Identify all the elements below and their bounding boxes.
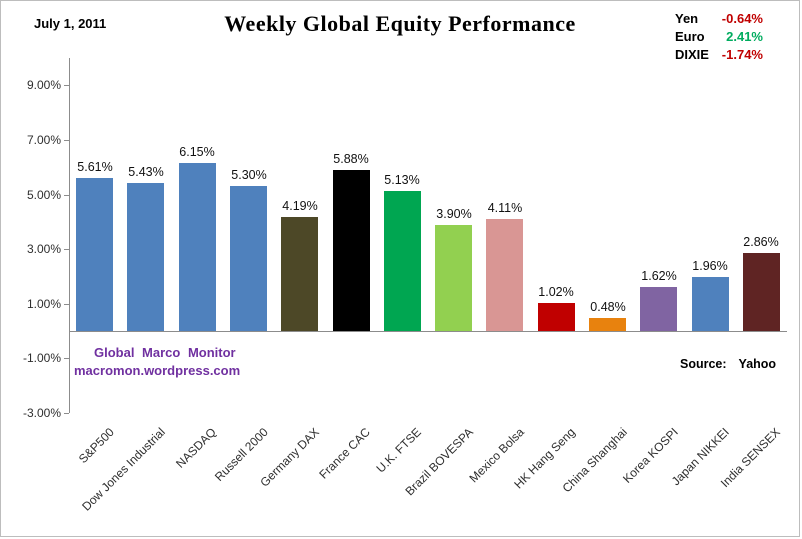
- bar: [692, 277, 729, 331]
- fx-currency-label: Yen: [675, 11, 699, 26]
- source-value: Yahoo: [738, 357, 777, 371]
- bar: [127, 183, 164, 331]
- fx-row: DIXIE -1.74%: [675, 46, 763, 64]
- y-axis-tick: [64, 195, 69, 196]
- y-axis-line: [69, 58, 70, 413]
- y-tick-label: 3.00%: [26, 242, 61, 256]
- bar-value-label: 0.48%: [590, 300, 626, 314]
- y-tick-label: 1.00%: [26, 297, 61, 311]
- bar: [384, 191, 421, 331]
- bar: [589, 318, 626, 331]
- y-tick-label: 7.00%: [26, 133, 61, 147]
- bar-value-label: 1.62%: [641, 269, 677, 283]
- bar: [538, 303, 575, 331]
- bar: [333, 170, 370, 331]
- y-tick-label: -3.00%: [22, 406, 61, 420]
- bar: [179, 163, 216, 331]
- bar-value-label: 5.88%: [333, 152, 369, 166]
- bar: [743, 253, 780, 331]
- bar-value-label: 5.61%: [77, 160, 113, 174]
- y-tick-label: 9.00%: [26, 78, 61, 92]
- bar-value-label: 1.02%: [538, 285, 574, 299]
- date-label: July 1, 2011: [34, 16, 107, 31]
- bar: [76, 178, 113, 331]
- chart-title: Weekly Global Equity Performance: [224, 11, 576, 36]
- fx-panel: Yen -0.64% Euro 2.41% DIXIE -1.74%: [675, 10, 763, 64]
- y-axis-tick: [64, 304, 69, 305]
- bar: [486, 219, 523, 331]
- bar-value-label: 5.13%: [384, 173, 420, 187]
- y-tick-label: -1.00%: [22, 351, 61, 365]
- x-axis-line: [69, 331, 787, 332]
- bar-value-label: 5.43%: [128, 165, 164, 179]
- bar: [230, 186, 267, 331]
- y-axis-tick: [64, 249, 69, 250]
- fx-currency-label: DIXIE: [675, 47, 709, 62]
- bar-value-label: 4.11%: [487, 201, 523, 215]
- category-label: S&P500: [75, 425, 117, 467]
- source-line: Source: Yahoo: [680, 357, 776, 371]
- y-axis-tick: [64, 140, 69, 141]
- fx-currency-label: Euro: [675, 29, 705, 44]
- fx-row: Yen -0.64%: [675, 10, 763, 28]
- bar-value-label: 2.86%: [743, 235, 779, 249]
- fx-row: Euro 2.41%: [675, 28, 763, 46]
- bar: [640, 287, 677, 331]
- bar-value-label: 3.90%: [436, 207, 472, 221]
- bar-value-label: 4.19%: [282, 199, 318, 213]
- fx-change-value: 2.41%: [726, 29, 763, 44]
- source-label: Source:: [680, 357, 727, 371]
- bar: [435, 225, 472, 331]
- bar-value-label: 5.30%: [231, 168, 267, 182]
- bar-value-label: 6.15%: [179, 145, 215, 159]
- y-axis-tick: [64, 413, 69, 414]
- watermark-line2: macromon.wordpress.com: [74, 363, 241, 378]
- fx-change-value: -1.74%: [721, 47, 763, 62]
- fx-change-value: -0.64%: [721, 11, 763, 26]
- watermark-line1: Global Marco Monitor: [94, 345, 236, 360]
- bar: [281, 217, 318, 331]
- y-axis-tick: [64, 85, 69, 86]
- bar-value-label: 1.96%: [692, 259, 728, 273]
- y-tick-label: 5.00%: [26, 188, 61, 202]
- y-axis-tick: [64, 358, 69, 359]
